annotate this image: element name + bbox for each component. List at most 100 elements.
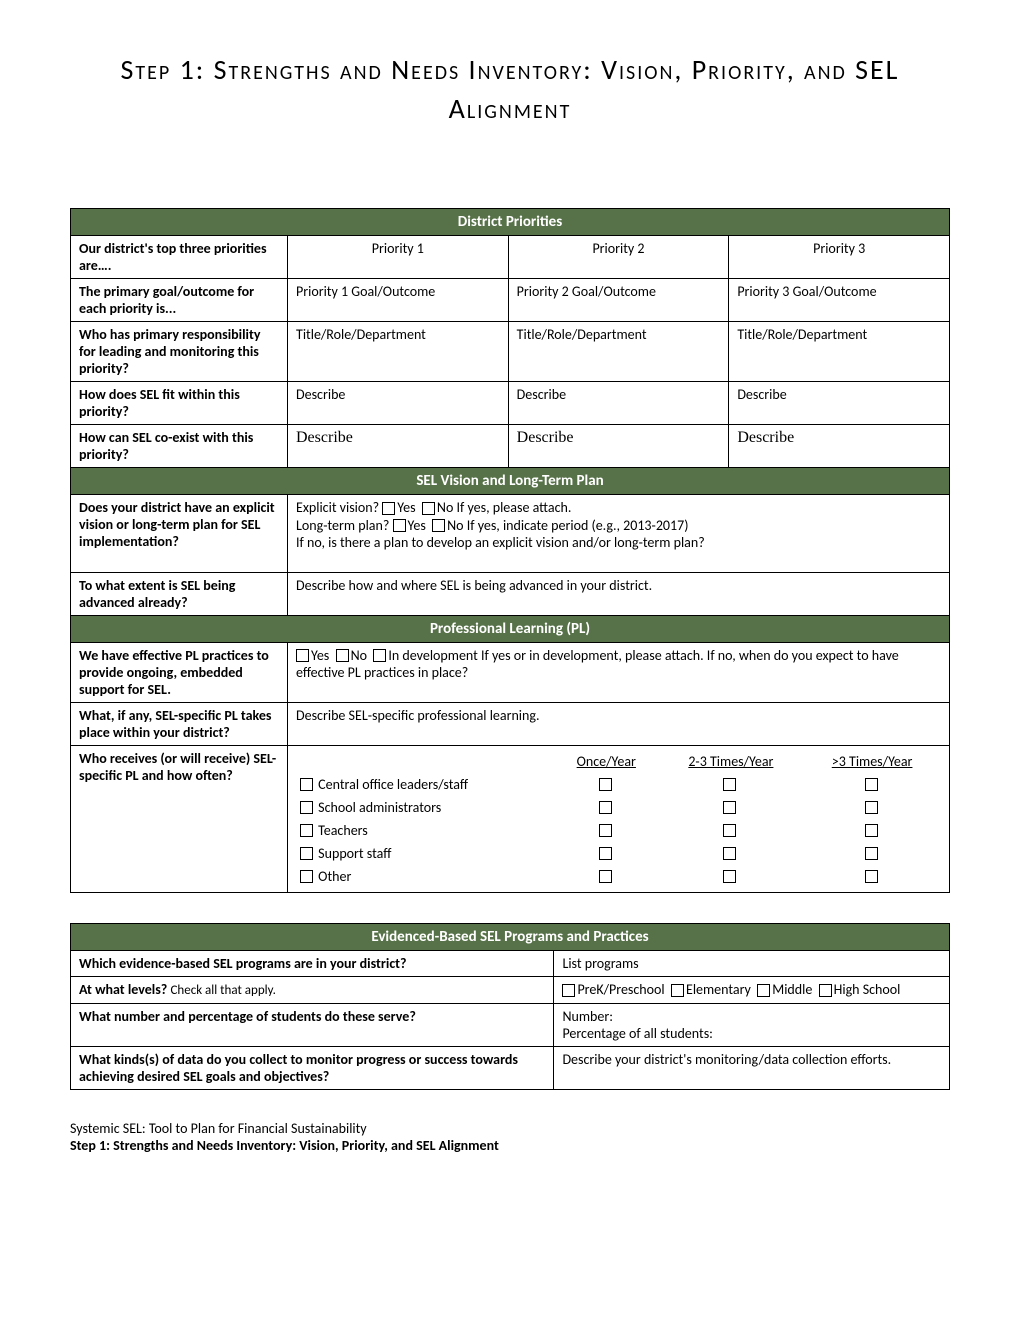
checkbox-icon[interactable] xyxy=(819,984,832,997)
checkbox-icon[interactable] xyxy=(865,824,878,837)
cell[interactable]: Number: Percentage of all students: xyxy=(554,1003,950,1046)
text: If yes, indicate period (e.g., 2013-2017… xyxy=(467,517,689,534)
checkbox-icon[interactable] xyxy=(723,801,736,814)
main-table: District Priorities Our district's top t… xyxy=(70,208,950,893)
cell[interactable]: Title/Role/Department xyxy=(288,322,509,382)
cell[interactable]: Describe xyxy=(508,425,729,468)
label: Yes xyxy=(397,499,415,516)
cell[interactable]: Explicit vision? Yes No If yes, please a… xyxy=(288,495,950,572)
text: If no, is there a plan to develop an exp… xyxy=(296,534,705,551)
label: No xyxy=(447,517,463,534)
role-label: Support staff xyxy=(318,845,391,862)
programs-table: Evidenced-Based SEL Programs and Practic… xyxy=(70,923,950,1089)
checkbox-icon[interactable] xyxy=(599,801,612,814)
row-label: At what levels? Check all that apply. xyxy=(71,977,554,1003)
cell[interactable]: Describe xyxy=(288,425,509,468)
label-note: Check all that apply. xyxy=(170,983,275,998)
checkbox-icon[interactable] xyxy=(723,824,736,837)
cell[interactable]: Priority 1 Goal/Outcome xyxy=(288,279,509,322)
row-label: Which evidence-based SEL programs are in… xyxy=(71,951,554,977)
checkbox-icon[interactable] xyxy=(723,847,736,860)
cell[interactable]: Describe xyxy=(729,425,950,468)
text: Long-term plan? xyxy=(296,517,393,534)
row-label: What kinds(s) of data do you collect to … xyxy=(71,1046,554,1089)
col-header: >3 Times/Year xyxy=(803,750,941,773)
checkbox-icon[interactable] xyxy=(373,649,386,662)
cell[interactable]: Describe your district's monitoring/data… xyxy=(554,1046,950,1089)
checkbox-icon[interactable] xyxy=(300,801,313,814)
checkbox-icon[interactable] xyxy=(300,778,313,791)
role-label: Central office leaders/staff xyxy=(318,776,468,793)
checkbox-icon[interactable] xyxy=(336,649,349,662)
footer-line2: Step 1: Strengths and Needs Inventory: V… xyxy=(70,1137,950,1154)
cell[interactable]: Describe xyxy=(288,382,509,425)
text: Explicit vision? xyxy=(296,499,382,516)
cell[interactable]: Describe SEL-specific professional learn… xyxy=(288,702,950,745)
role-label: Other xyxy=(318,868,351,885)
checkbox-icon[interactable] xyxy=(865,778,878,791)
checkbox-icon[interactable] xyxy=(723,778,736,791)
cell[interactable]: Describe how and where SEL is being adva… xyxy=(288,572,950,615)
row-label: To what extent is SEL being advanced alr… xyxy=(71,572,288,615)
row-label: We have effective PL practices to provid… xyxy=(71,642,288,702)
checkbox-icon[interactable] xyxy=(599,824,612,837)
role-label: School administrators xyxy=(318,799,441,816)
label-text: At what levels? xyxy=(79,981,167,998)
checkbox-icon[interactable] xyxy=(599,847,612,860)
cell[interactable]: Title/Role/Department xyxy=(729,322,950,382)
pl-header: Professional Learning (PL) xyxy=(71,615,950,642)
label: Elementary xyxy=(686,981,751,998)
row-label: Who receives (or will receive) SEL-speci… xyxy=(71,745,288,893)
cell[interactable]: Priority 1 xyxy=(288,236,509,279)
vision-header: SEL Vision and Long-Term Plan xyxy=(71,468,950,495)
checkbox-icon[interactable] xyxy=(757,984,770,997)
frequency-table: Once/Year 2-3 Times/Year >3 Times/Year C… xyxy=(296,750,941,889)
cell[interactable]: Title/Role/Department xyxy=(508,322,729,382)
row-label: What, if any, SEL-specific PL takes plac… xyxy=(71,702,288,745)
row-label: The primary goal/outcome for each priori… xyxy=(71,279,288,322)
checkbox-icon[interactable] xyxy=(296,649,309,662)
cell[interactable]: PreK/Preschool Elementary Middle High Sc… xyxy=(554,977,950,1003)
row-label: How does SEL fit within this priority? xyxy=(71,382,288,425)
cell[interactable]: List programs xyxy=(554,951,950,977)
cell[interactable]: Priority 3 xyxy=(729,236,950,279)
text: If yes or in development, please attach.… xyxy=(296,647,899,681)
label: Yes xyxy=(408,517,426,534)
district-header: District Priorities xyxy=(71,209,950,236)
row-label: Does your district have an explicit visi… xyxy=(71,495,288,572)
footer: Systemic SEL: Tool to Plan for Financial… xyxy=(70,1120,950,1154)
label: PreK/Preschool xyxy=(577,981,664,998)
cell[interactable]: Priority 3 Goal/Outcome xyxy=(729,279,950,322)
col-header: 2-3 Times/Year xyxy=(659,750,804,773)
label: Middle xyxy=(772,981,812,998)
cell[interactable]: Describe xyxy=(508,382,729,425)
checkbox-icon[interactable] xyxy=(393,519,406,532)
text: Number: xyxy=(562,1008,613,1025)
checkbox-icon[interactable] xyxy=(432,519,445,532)
checkbox-icon[interactable] xyxy=(599,870,612,883)
programs-header: Evidenced-Based SEL Programs and Practic… xyxy=(71,924,950,951)
cell[interactable]: Once/Year 2-3 Times/Year >3 Times/Year C… xyxy=(288,745,950,893)
text: If yes, please attach. xyxy=(457,499,572,516)
cell[interactable]: Priority 2 Goal/Outcome xyxy=(508,279,729,322)
row-label: Who has primary responsibility for leadi… xyxy=(71,322,288,382)
checkbox-icon[interactable] xyxy=(599,778,612,791)
cell[interactable]: Yes No In development If yes or in devel… xyxy=(288,642,950,702)
row-label: What number and percentage of students d… xyxy=(71,1003,554,1046)
checkbox-icon[interactable] xyxy=(422,502,435,515)
checkbox-icon[interactable] xyxy=(865,870,878,883)
cell[interactable]: Describe xyxy=(729,382,950,425)
row-label: How can SEL co-exist with this priority? xyxy=(71,425,288,468)
checkbox-icon[interactable] xyxy=(382,502,395,515)
checkbox-icon[interactable] xyxy=(865,801,878,814)
checkbox-icon[interactable] xyxy=(723,870,736,883)
checkbox-icon[interactable] xyxy=(671,984,684,997)
checkbox-icon[interactable] xyxy=(865,847,878,860)
label: High School xyxy=(834,981,901,998)
row-label: Our district's top three priorities are…… xyxy=(71,236,288,279)
cell[interactable]: Priority 2 xyxy=(508,236,729,279)
checkbox-icon[interactable] xyxy=(562,984,575,997)
checkbox-icon[interactable] xyxy=(300,847,313,860)
checkbox-icon[interactable] xyxy=(300,870,313,883)
checkbox-icon[interactable] xyxy=(300,824,313,837)
